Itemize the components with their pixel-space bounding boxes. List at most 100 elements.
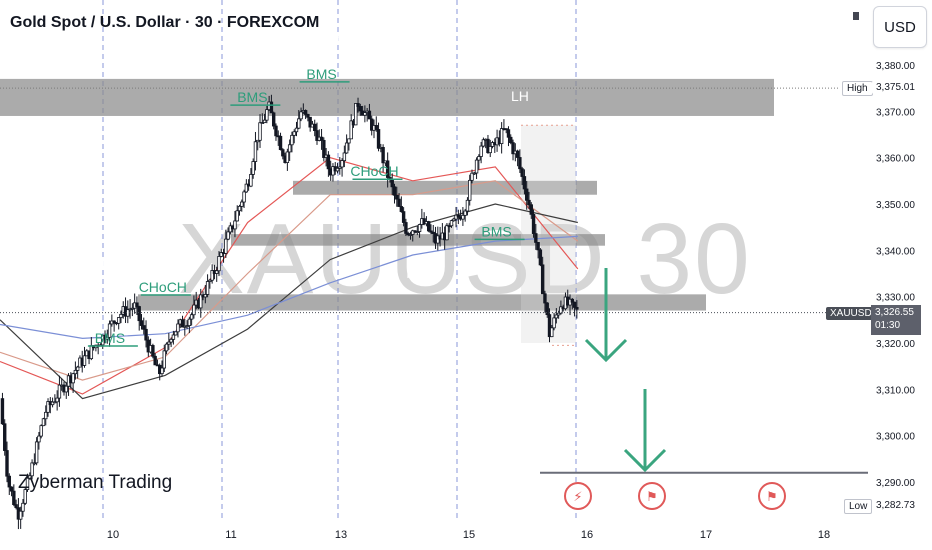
candle-body (306, 114, 310, 118)
candle-body (411, 230, 415, 235)
candle-body (224, 238, 228, 254)
candle-body (297, 118, 301, 129)
price-tick: 3,350.00 (876, 200, 915, 211)
candle-body (543, 293, 547, 304)
candle-body (534, 233, 538, 243)
candle-body (162, 350, 166, 369)
moving-average-line (0, 157, 579, 395)
candle-body (187, 318, 192, 327)
candle-body (525, 188, 529, 201)
candle-body (203, 294, 208, 298)
candle-body (30, 462, 34, 477)
candle-body (499, 128, 504, 145)
candle-body (385, 160, 390, 178)
candle-body (44, 411, 48, 420)
candle-body (431, 231, 435, 234)
candle-body (39, 425, 43, 437)
price-tick: 3,340.00 (876, 246, 915, 257)
candle-body (390, 178, 394, 188)
candle-body (322, 139, 326, 158)
bar-countdown: 01:30 (875, 320, 901, 331)
candle-body (392, 186, 397, 196)
lightning-event-icon[interactable] (564, 482, 592, 510)
candle-body (137, 306, 141, 322)
candle-body (556, 312, 561, 316)
candle-body (210, 270, 214, 281)
candle-body (447, 225, 451, 228)
price-tick: 3,360.00 (876, 154, 915, 165)
candle-body (381, 147, 385, 164)
candle-body (46, 401, 50, 413)
candle-body (344, 142, 349, 154)
candle-body (474, 159, 479, 174)
candle-body (256, 139, 260, 143)
structure-label: HL (142, 409, 160, 425)
price-tick: 3,380.00 (876, 61, 915, 72)
square-icon[interactable] (853, 12, 859, 20)
candle-body (237, 205, 242, 212)
candle-body (575, 307, 579, 310)
structure-label: CHoCH (139, 279, 187, 295)
us-flag-event-icon[interactable] (638, 482, 666, 510)
time-tick: 11 (225, 529, 236, 541)
candle-body (142, 325, 146, 330)
last-price: 3,326.55 (875, 307, 914, 318)
candle-body (269, 101, 274, 114)
price-tick: 3,320.00 (876, 339, 915, 350)
candle-body (153, 355, 157, 366)
candle-body (358, 106, 363, 112)
candle-body (64, 385, 68, 393)
candle-body (265, 109, 269, 121)
candle-body (527, 199, 531, 206)
candle-body (479, 145, 483, 157)
candle-body (217, 256, 221, 272)
candle-body (240, 201, 244, 207)
candle-body (0, 398, 5, 425)
candle-body (160, 367, 164, 375)
candle-body (5, 450, 9, 477)
candle-body (445, 225, 449, 241)
candle-body (570, 298, 575, 303)
candle-body (235, 210, 239, 222)
candle-body (313, 123, 317, 132)
candle-body (28, 475, 32, 479)
candle-body (176, 323, 180, 333)
candle-body (559, 306, 563, 314)
candle-body (554, 314, 559, 319)
candle-body (518, 157, 522, 170)
candle-body (338, 166, 342, 169)
candle-body (408, 234, 413, 236)
candle-body (107, 323, 112, 338)
candle-body (550, 327, 554, 338)
candle-body (50, 401, 55, 406)
currency-button[interactable]: USD (873, 6, 927, 48)
candle-body (486, 138, 490, 154)
candle-body (271, 112, 276, 127)
candle-body (477, 156, 481, 161)
structure-label: LL (562, 362, 578, 378)
candle-body (290, 134, 294, 146)
candle-body (260, 122, 264, 124)
sr-zone (231, 234, 605, 246)
moving-average-line (0, 203, 578, 400)
candle-body (342, 152, 347, 162)
candle-body (303, 110, 308, 115)
us-flag-event-icon[interactable] (758, 482, 786, 510)
candle-body (14, 504, 18, 509)
candle-body (363, 112, 367, 116)
moving-average-line (0, 235, 578, 340)
candle-body (472, 172, 476, 175)
candle-body (167, 341, 171, 345)
candle-body (465, 199, 470, 212)
candle-body (529, 204, 533, 215)
candle-body (180, 319, 185, 328)
candle-body (522, 176, 527, 190)
candle-body (374, 125, 378, 130)
candle-body (401, 211, 406, 223)
candle-body (456, 214, 461, 218)
last-price-box: 3,326.55 01:30 (871, 305, 921, 335)
candle-body (208, 279, 212, 282)
candle-body (397, 198, 401, 207)
